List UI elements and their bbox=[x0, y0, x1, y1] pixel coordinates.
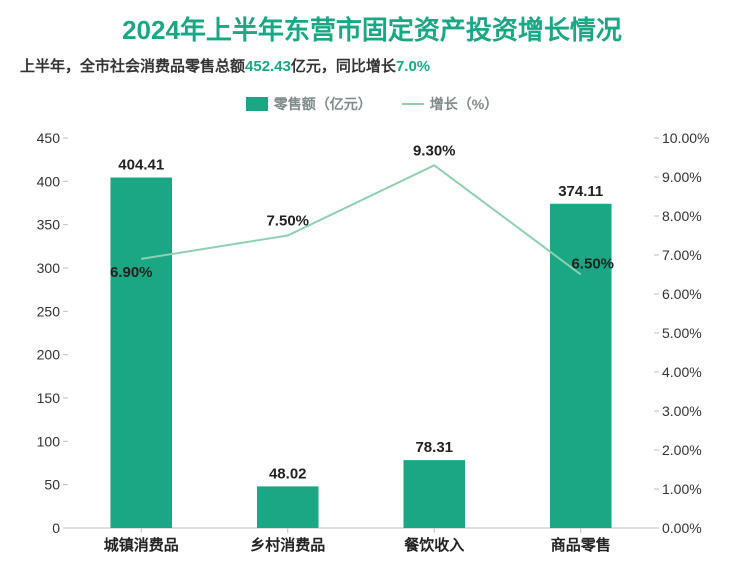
bar-value-label: 374.11 bbox=[558, 183, 603, 200]
legend-swatch-line bbox=[402, 103, 424, 105]
y-left-tick: 250 bbox=[37, 303, 61, 319]
bar bbox=[110, 178, 172, 528]
y-right-tick: 2.00% bbox=[662, 442, 702, 458]
chart-subtitle: 上半年，全市社会消费品零售总额452.43亿元，同比增长7.0% bbox=[20, 55, 724, 76]
legend-bar-label: 零售额（亿元） bbox=[274, 94, 372, 114]
y-left-tick: 400 bbox=[37, 173, 61, 189]
combo-chart-svg: 0 50 100 150 200 250 300 350 400 450 0.00% 1.00% 2.0… bbox=[20, 122, 724, 562]
subtitle-value2: 7.0% bbox=[396, 58, 430, 75]
y-right-tick: 1.00% bbox=[662, 481, 702, 497]
x-category-label: 商品零售 bbox=[551, 536, 611, 554]
y-right-tick: 6.00% bbox=[662, 286, 702, 302]
bar bbox=[403, 460, 465, 528]
y-left-tick: 100 bbox=[37, 433, 61, 449]
line-value-label: 7.50% bbox=[266, 213, 309, 230]
y-right-tick: 10.00% bbox=[662, 130, 709, 146]
y-left-tick: 300 bbox=[37, 260, 61, 276]
y-left-tick: 450 bbox=[37, 130, 61, 146]
growth-line bbox=[141, 165, 581, 274]
bar-value-label: 48.02 bbox=[269, 465, 307, 482]
bar bbox=[257, 486, 319, 528]
bar bbox=[550, 204, 612, 528]
y-right-tick: 0.00% bbox=[662, 520, 702, 536]
x-category-label: 城镇消费品 bbox=[104, 536, 179, 554]
chart-container: { "title": { "text": "2024年上半年东营市固定资产投资增… bbox=[0, 0, 744, 587]
y-right-tick: 7.00% bbox=[662, 247, 702, 263]
chart-title: 2024年上半年东营市固定资产投资增长情况 bbox=[20, 10, 724, 47]
y-left-tick: 50 bbox=[44, 477, 60, 493]
subtitle-prefix: 上半年，全市社会消费品零售总额 bbox=[20, 58, 245, 75]
subtitle-unit1: 亿元 bbox=[291, 58, 321, 75]
line-value-label: 6.90% bbox=[110, 264, 153, 281]
legend-item-bar: 零售额（亿元） bbox=[246, 94, 372, 114]
line-value-label: 9.30% bbox=[413, 142, 456, 159]
legend-line-label: 增长（%） bbox=[430, 94, 498, 114]
y-right-tick: 8.00% bbox=[662, 208, 702, 224]
legend-swatch-bar bbox=[246, 97, 268, 111]
bar-value-label: 404.41 bbox=[118, 157, 164, 174]
subtitle-mid: ，同比增长 bbox=[321, 58, 396, 75]
line-value-label: 6.50% bbox=[571, 256, 614, 273]
legend-item-line: 增长（%） bbox=[402, 94, 498, 114]
chart-plot: 0 50 100 150 200 250 300 350 400 450 0.00% 1.00% 2.0… bbox=[20, 122, 724, 562]
y-left-tick: 150 bbox=[37, 390, 61, 406]
subtitle-value1: 452.43 bbox=[245, 58, 291, 75]
y-right-tick: 3.00% bbox=[662, 403, 702, 419]
y-right-tick: 9.00% bbox=[662, 169, 702, 185]
legend: 零售额（亿元） 增长（%） bbox=[20, 94, 724, 114]
bar-value-label: 78.31 bbox=[415, 439, 453, 456]
x-category-label: 餐饮收入 bbox=[404, 536, 464, 554]
y-right-tick: 4.00% bbox=[662, 364, 702, 380]
y-right-tick: 5.00% bbox=[662, 325, 702, 341]
y-left-tick: 350 bbox=[37, 217, 61, 233]
y-left-tick: 0 bbox=[52, 520, 60, 536]
x-category-label: 乡村消费品 bbox=[250, 536, 325, 554]
y-left-tick: 200 bbox=[37, 347, 61, 363]
